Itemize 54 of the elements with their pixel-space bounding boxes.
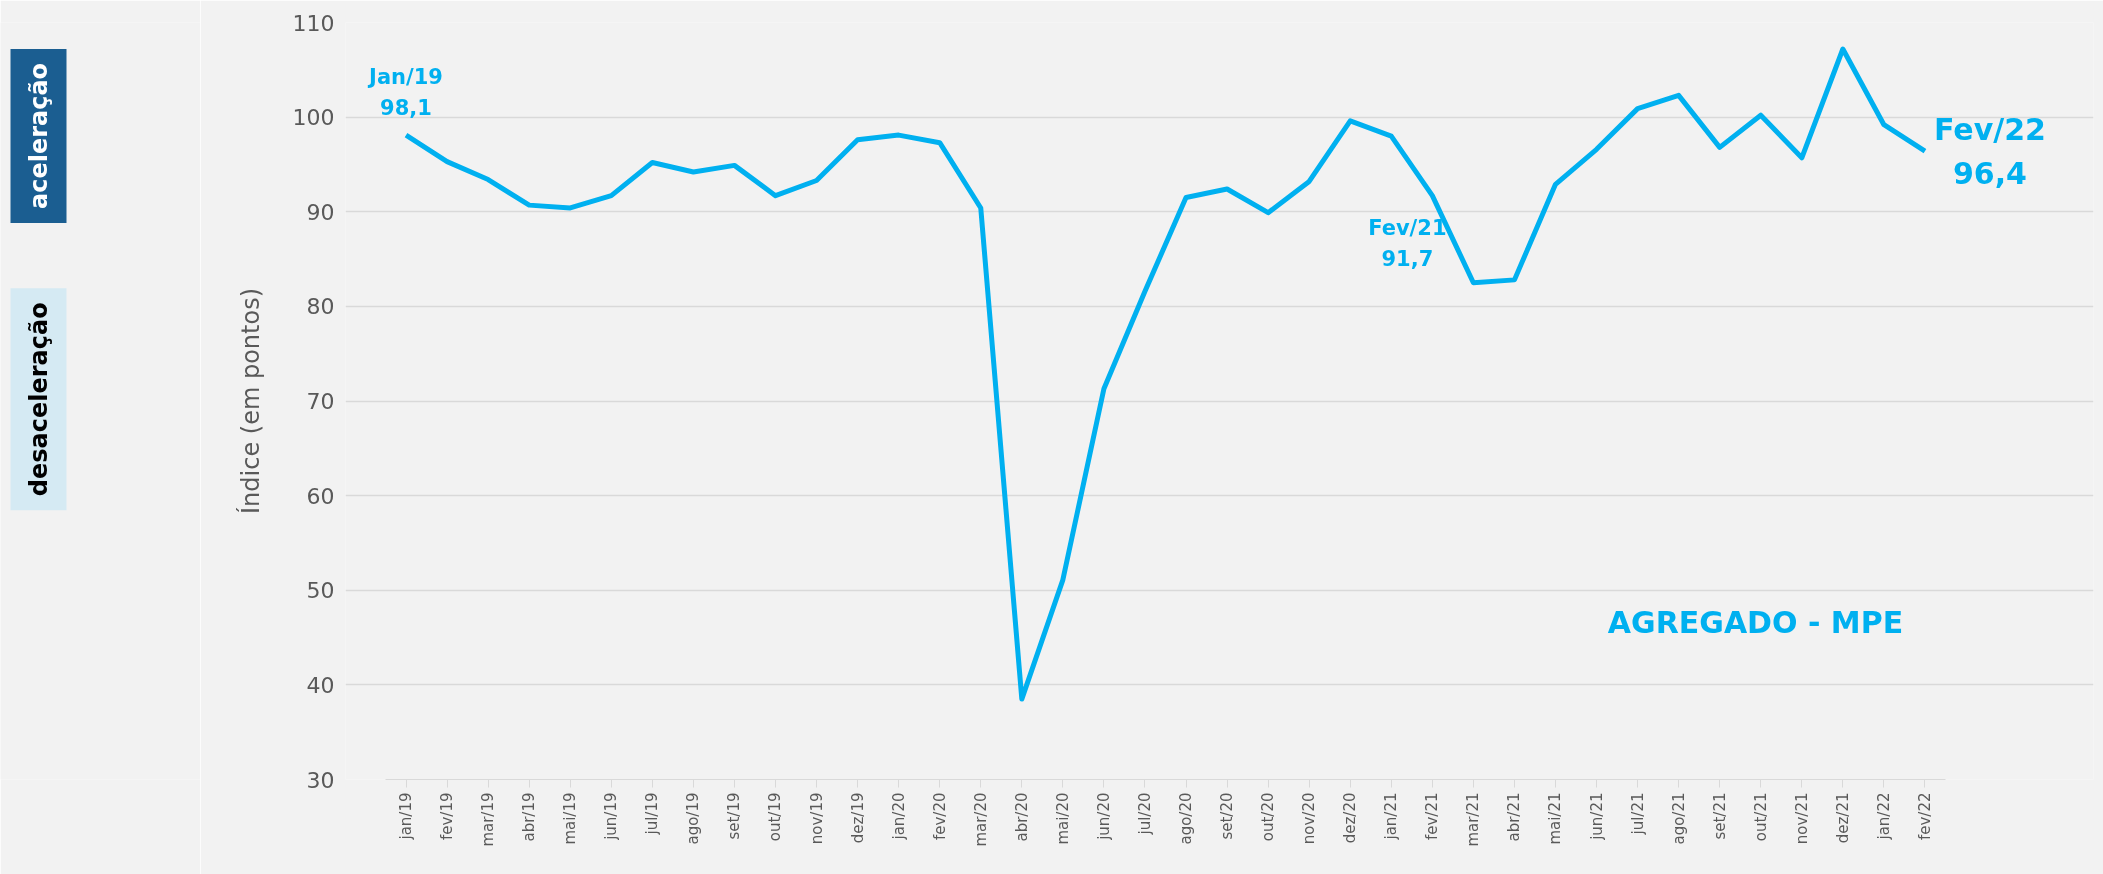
y-tick-label: 70: [306, 389, 335, 414]
annotation: AGREGADO - MPE: [1607, 604, 1904, 640]
x-tick-label: mai/20: [1053, 792, 1072, 845]
x-tick-label: nov/20: [1300, 792, 1319, 845]
x-tick-label: mar/21: [1464, 792, 1483, 847]
y-tick-label: 40: [306, 672, 335, 698]
x-tick-label: ago/20: [1177, 792, 1196, 845]
x-tick-label: nov/21: [1792, 792, 1811, 845]
x-tick-label: fev/19: [438, 792, 457, 841]
x-tick-label: jul/21: [1628, 792, 1647, 836]
x-tick-label: jan/20: [889, 792, 908, 841]
y-tick-label: 30: [306, 767, 335, 793]
y-tick-label: 100: [292, 105, 335, 131]
x-tick-label: mai/19: [561, 792, 580, 845]
y-axis-title: Índice (em pontos): [235, 287, 265, 514]
x-tick-label: abr/19: [520, 792, 539, 842]
x-tick-label: jun/21: [1587, 792, 1606, 841]
x-tick-label: jan/19: [397, 792, 416, 841]
x-tick-label: dez/20: [1341, 792, 1360, 844]
data-label: Fev/22 96,4: [1934, 111, 2046, 191]
x-tick-label: abr/21: [1505, 792, 1524, 842]
data-label: Jan/19 98,1: [367, 64, 443, 121]
y-tick-label: 110: [292, 10, 335, 36]
y-tick-label: 80: [306, 294, 335, 320]
x-tick-label: mar/19: [479, 792, 498, 847]
x-tick-label: out/20: [1259, 792, 1278, 842]
x-tick-label: ago/21: [1669, 792, 1688, 845]
x-tick-label: ago/19: [684, 792, 703, 845]
x-tick-label: set/21: [1710, 792, 1729, 840]
x-tick-label: nov/19: [807, 792, 826, 845]
x-tick-label: jan/21: [1382, 792, 1401, 841]
x-tick-label: fev/22: [1915, 792, 1934, 841]
x-tick-label: set/19: [725, 792, 744, 840]
x-tick-label: fev/20: [930, 792, 949, 841]
x-tick-label: fev/21: [1423, 792, 1442, 841]
y-tick-label: 90: [306, 199, 335, 225]
x-tick-label: abr/20: [1012, 792, 1031, 842]
x-tick-label: out/19: [766, 792, 785, 842]
y-tick-label: 60: [306, 483, 335, 509]
x-tick-label: dez/19: [848, 792, 867, 844]
x-tick-label: jul/20: [1135, 792, 1154, 836]
x-tick-label: jun/19: [602, 792, 621, 841]
x-tick-label: mar/20: [971, 792, 990, 847]
data-label: Fev/21 91,7: [1368, 215, 1447, 271]
y-tick-label: 50: [306, 578, 335, 604]
text: aceleração: [24, 62, 53, 210]
x-tick-label: mai/21: [1546, 792, 1565, 845]
x-tick-label: jun/20: [1094, 792, 1113, 841]
x-tick-label: jan/22: [1874, 792, 1893, 841]
x-tick-label: out/21: [1751, 792, 1770, 842]
x-tick-label: dez/21: [1833, 792, 1852, 844]
x-tick-label: set/20: [1218, 792, 1237, 840]
text: desaceleração: [24, 302, 53, 497]
x-tick-label: jul/19: [643, 792, 662, 836]
